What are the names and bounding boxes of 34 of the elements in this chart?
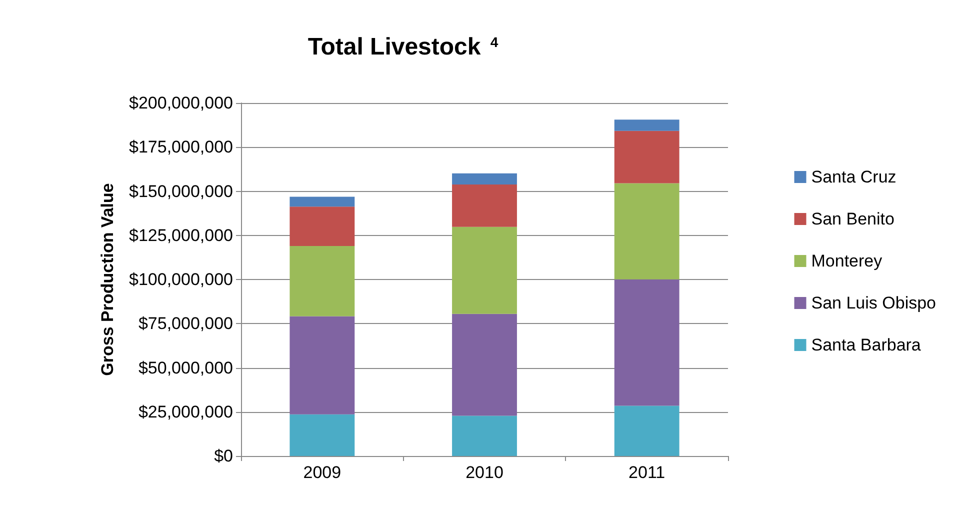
y-axis-title: Gross Production Value bbox=[98, 183, 117, 376]
bar bbox=[614, 279, 680, 406]
bar bbox=[290, 414, 355, 456]
y-tick-label: $125,000,000 bbox=[129, 226, 233, 245]
bar bbox=[452, 314, 517, 416]
legend-label: Monterey bbox=[811, 252, 883, 270]
legend-label: San Benito bbox=[811, 210, 894, 228]
bar bbox=[290, 196, 355, 207]
chart-title: Total Livestock 4 bbox=[308, 34, 498, 60]
bar bbox=[452, 184, 517, 227]
bar bbox=[290, 206, 355, 246]
x-tick-label: 2009 bbox=[303, 463, 342, 482]
bar bbox=[614, 130, 680, 184]
x-tick-label: 2010 bbox=[466, 463, 504, 482]
legend-label: Santa Barbara bbox=[811, 336, 922, 354]
bar bbox=[614, 120, 680, 131]
bar bbox=[614, 183, 680, 280]
legend-label: Santa Cruz bbox=[811, 168, 896, 186]
y-tick-label: $25,000,000 bbox=[138, 402, 233, 422]
y-tick-label: $0 bbox=[214, 446, 233, 466]
y-tick-label: $150,000,000 bbox=[129, 182, 233, 201]
bar bbox=[452, 173, 517, 185]
legend-label: San Luis Obispo bbox=[811, 294, 936, 312]
y-tick-label: $100,000,000 bbox=[129, 270, 233, 289]
bar bbox=[452, 226, 517, 314]
bar bbox=[614, 406, 680, 456]
y-tick-label: $200,000,000 bbox=[129, 94, 233, 112]
bar bbox=[290, 316, 355, 414]
bar bbox=[452, 416, 517, 456]
y-tick-label: $175,000,000 bbox=[129, 138, 233, 157]
x-tick-label: 2011 bbox=[628, 463, 666, 482]
y-tick-label: $75,000,000 bbox=[138, 314, 233, 334]
y-tick-label: $50,000,000 bbox=[138, 358, 233, 378]
bar bbox=[290, 246, 355, 316]
